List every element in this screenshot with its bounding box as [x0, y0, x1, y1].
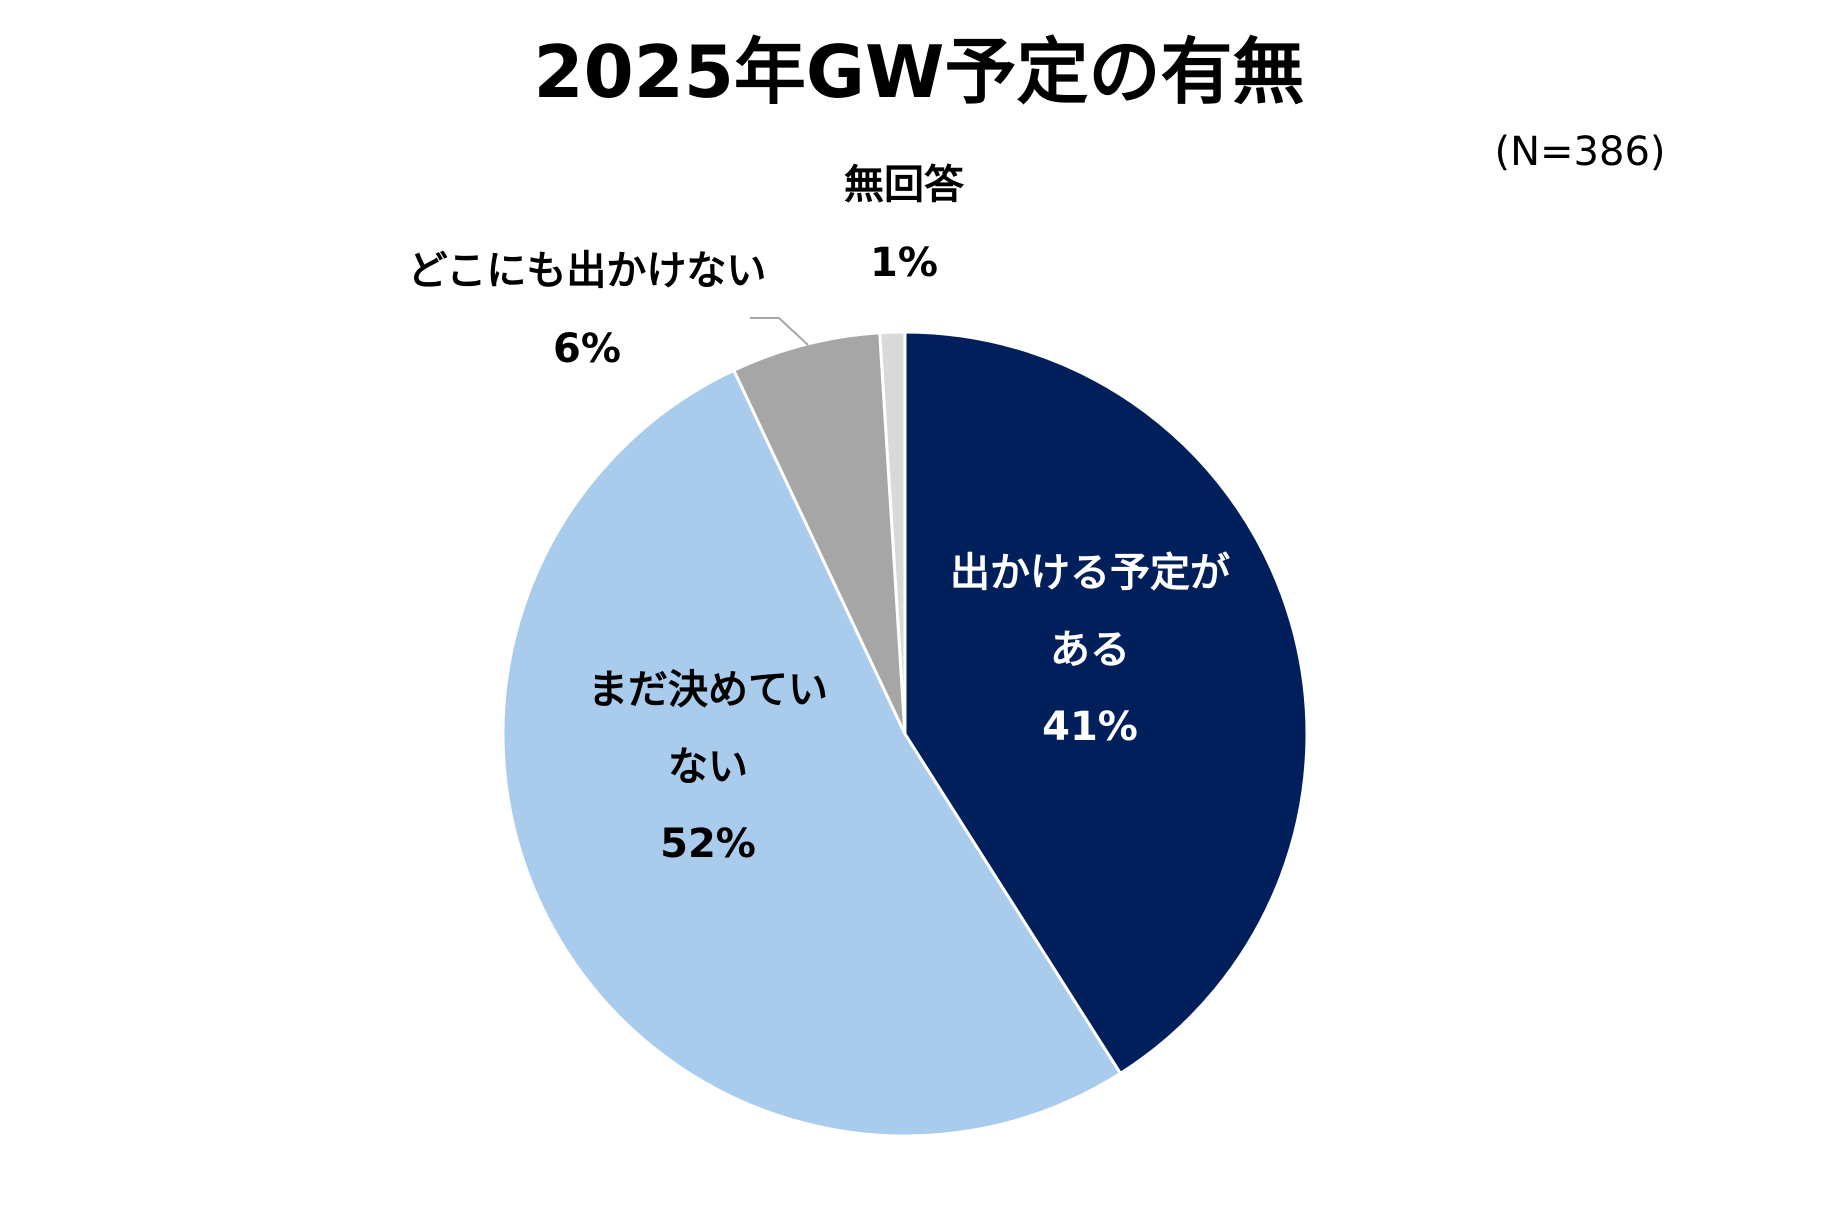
pie-slice-none: [732, 331, 907, 736]
leader-line-none: [750, 317, 809, 346]
slice-value-label: 41%: [1042, 704, 1138, 750]
pie-slice-undecided: [501, 368, 1122, 1138]
pie-slice-no-answer: [878, 330, 907, 736]
slice-value-label: 52%: [660, 821, 756, 867]
slice-value-label: 6%: [553, 326, 621, 372]
slice-category-label: まだ決めてい: [588, 667, 828, 713]
sample-size-note: (N=386): [1495, 129, 1666, 175]
slice-category-label: ある: [1050, 627, 1130, 673]
slice-category-label: ない: [668, 744, 748, 790]
slice-category-label: 出かける予定が: [950, 550, 1230, 596]
slice-value-label: 1%: [870, 240, 938, 286]
slice-label-none: どこにも出かけない 6%: [408, 248, 767, 372]
chart-title: 2025年GW予定の有無: [534, 30, 1305, 114]
pie-slice-plan: [903, 330, 1309, 1075]
slice-category-label: 無回答: [844, 162, 965, 208]
leader-lines: [750, 317, 809, 346]
pie-slices: [501, 330, 1309, 1138]
slice-label-no-answer: 無回答 1%: [844, 162, 965, 286]
slice-category-label: どこにも出かけない: [408, 248, 767, 294]
